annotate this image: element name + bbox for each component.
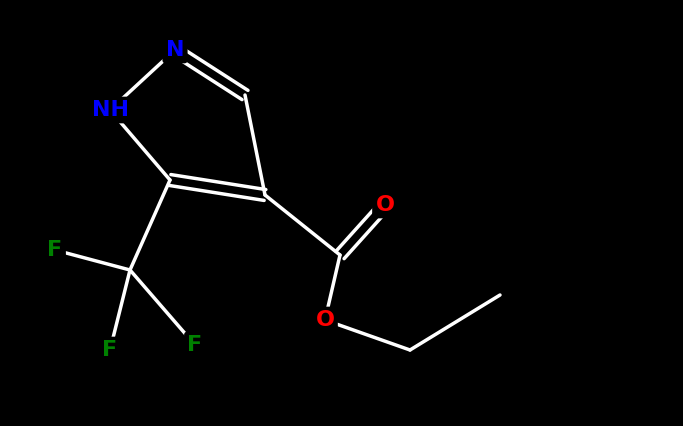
Text: NH: NH — [92, 100, 128, 120]
Text: F: F — [187, 335, 203, 355]
Text: F: F — [102, 340, 117, 360]
Text: F: F — [47, 240, 63, 260]
Text: O: O — [376, 195, 395, 215]
Text: O: O — [316, 310, 335, 330]
Text: N: N — [166, 40, 184, 60]
